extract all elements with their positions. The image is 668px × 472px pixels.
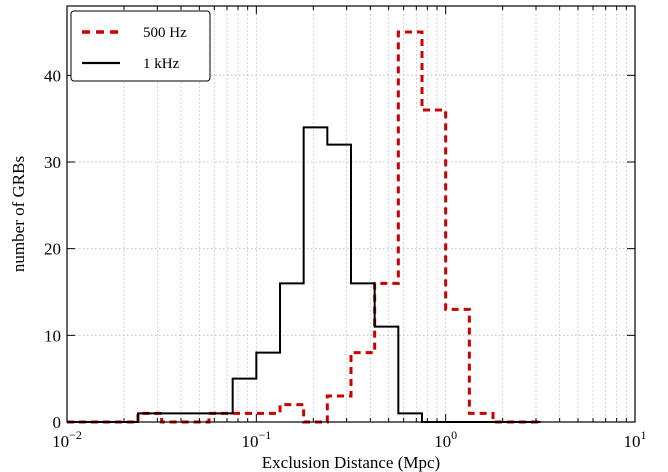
x-tick-label: 101	[624, 428, 647, 451]
y-tick-label: 20	[44, 240, 61, 259]
plot-frame	[66, 5, 636, 423]
tick-labels: 0 10 20 30 40 10−2 10−1 100 101	[44, 66, 647, 451]
legend: 500 Hz 1 kHz	[70, 10, 211, 82]
legend-label-1khz: 1 kHz	[143, 56, 180, 72]
y-axis-label: number of GRBs	[9, 156, 28, 272]
x-axis-label: Exclusion Distance (Mpc)	[262, 453, 440, 472]
y-tick-label: 40	[44, 66, 61, 85]
ticks	[66, 6, 635, 423]
x-tick-label: 10−2	[52, 428, 82, 451]
y-tick-label: 0	[53, 413, 62, 432]
series-500-hz-histogram	[67, 30, 541, 424]
legend-label-500hz: 500 Hz	[143, 25, 187, 41]
x-tick-label: 100	[434, 428, 457, 451]
legend-box	[70, 10, 211, 82]
y-tick-label: 30	[44, 153, 61, 172]
y-tick-label: 10	[44, 326, 61, 345]
x-tick-label: 10−1	[241, 428, 271, 451]
